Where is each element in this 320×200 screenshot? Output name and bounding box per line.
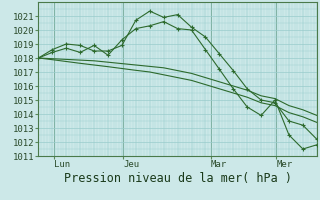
X-axis label: Pression niveau de la mer( hPa ): Pression niveau de la mer( hPa ) — [64, 172, 292, 185]
